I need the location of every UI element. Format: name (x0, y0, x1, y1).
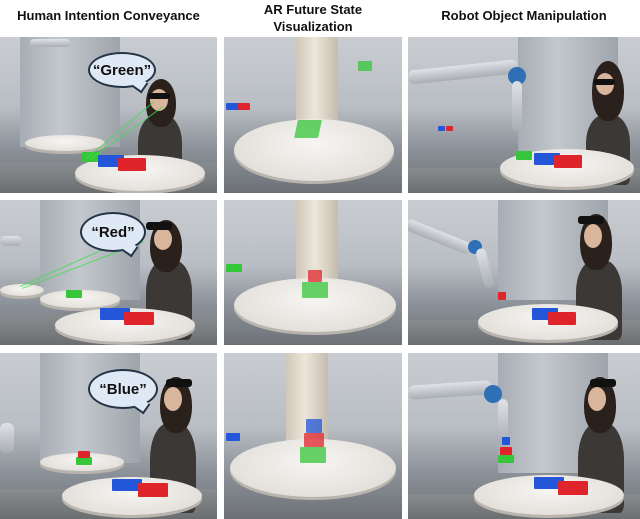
photo-row2-robot (408, 200, 640, 345)
photo-row3-ar (224, 353, 402, 519)
photo-row2-ar (224, 200, 402, 345)
photo-row1-robot (408, 37, 640, 193)
header-ar-line1: AR Future State (263, 2, 363, 17)
header-ar-visualization: AR Future State Visualization (224, 1, 402, 35)
photo-row1-human: “Green” (0, 37, 217, 193)
photo-row1-ar (224, 37, 402, 193)
speech-bubble-red: “Red” (80, 212, 146, 252)
speech-bubble-green: “Green” (88, 52, 156, 88)
photo-row2-human: “Red” (0, 200, 217, 345)
header-robot-manipulation: Robot Object Manipulation (441, 8, 607, 23)
photo-row3-human: “Blue” (0, 353, 217, 519)
header-human-intention: Human Intention Conveyance (17, 8, 200, 23)
header-ar-line2: Visualization (273, 19, 353, 34)
photo-row3-robot (408, 353, 640, 519)
speech-bubble-blue: “Blue” (88, 369, 158, 409)
